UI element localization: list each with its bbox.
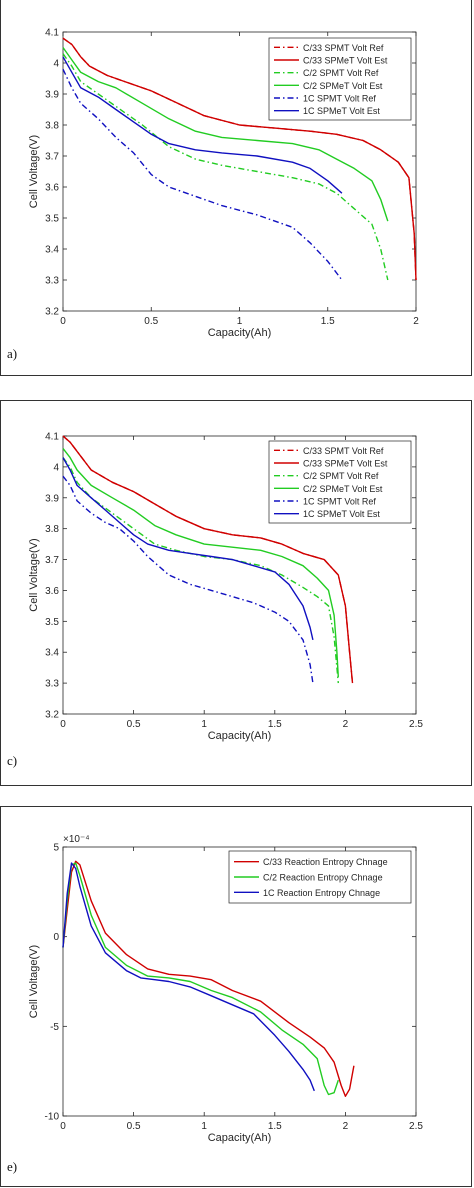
y-tick-label: 3.9 (45, 90, 59, 101)
y-tick-label: -10 (45, 1112, 60, 1123)
y-tick-label: 3.7 (45, 152, 59, 163)
legend-label: 1C SPMT Volt Ref (303, 497, 376, 507)
legend-label: C/33 SPMeT Volt Est (303, 459, 388, 469)
x-tick-label: 1.5 (268, 719, 282, 730)
y-tick-label: 3.6 (45, 183, 59, 194)
series-line (62, 37, 417, 281)
x-tick-label: 0.5 (127, 719, 141, 730)
y-tick-label: 3.2 (45, 710, 59, 721)
x-tick-label: 0 (60, 1121, 66, 1132)
y-tick-label: 4.1 (45, 28, 59, 39)
legend-label: C/2 SPMT Volt Ref (303, 68, 379, 78)
series-line (62, 860, 355, 1097)
x-tick-label: 2 (343, 1121, 349, 1132)
y-tick-label: 4 (53, 462, 59, 473)
panel-e: 0 0.5 1 1.5 2 2.5 -10 -5 0 5 Capacity(Ah) Cell Volt… (0, 806, 472, 1187)
voltage-chart-c: 0 0.5 1 1.5 2 2.5 3.2 3.3 3.4 3.5 3.6 3.7 3.8 3.9 4 4.1… (28, 432, 423, 743)
y-tick-label: 3.7 (45, 555, 59, 566)
y-tick-label: 4.1 (45, 432, 59, 443)
legend-label: 1C Reaction Entropy Chnage (263, 888, 380, 898)
x-tick-label: 1 (201, 1121, 207, 1132)
x-axis-label: Capacity(Ah) (208, 1132, 272, 1144)
panel-label: c) (7, 753, 18, 768)
legend-label: 1C SPMeT Volt Est (303, 106, 380, 116)
panel-label: a) (7, 346, 18, 361)
panel-a: 0 0.5 1 1.5 2 3.2 3.3 3.4 3.5 3.6 3.7 3.8 3.9 4 4.1 Cap… (0, 0, 472, 376)
legend-label: C/33 SPMeT Volt Est (303, 56, 388, 66)
x-tick-label: 0 (60, 719, 66, 730)
y-tick-label: 4 (53, 59, 59, 70)
legend-label: C/33 SPMT Volt Ref (303, 446, 384, 456)
legend-label: C/33 Reaction Entropy Chnage (263, 857, 388, 867)
series-line (62, 47, 389, 222)
legend-label: C/2 Reaction Entropy Chnage (263, 873, 383, 883)
y-axis-label: Cell Voltage(V) (28, 945, 40, 1018)
panel-c: 0 0.5 1 1.5 2 2.5 3.2 3.3 3.4 3.5 3.6 3.7 3.8 3.9 4 4.1… (0, 400, 472, 786)
voltage-chart-a: 0 0.5 1 1.5 2 3.2 3.3 3.4 3.5 3.6 3.7 3.8 3.9 4 4.1 Cap… (28, 28, 419, 340)
x-tick-label: 0.5 (144, 316, 158, 327)
legend-label: C/33 SPMT Volt Ref (303, 43, 384, 53)
legend-label: 1C SPMT Volt Ref (303, 94, 376, 104)
series-line (62, 435, 354, 684)
y-tick-label: 3.6 (45, 586, 59, 597)
series-line (62, 68, 343, 281)
series-line (62, 447, 339, 677)
y-axis-label: Cell Voltage(V) (28, 538, 40, 611)
y-tick-label: 3.2 (45, 307, 59, 318)
y-tick-label: 0 (53, 932, 59, 943)
legend-label: C/2 SPMeT Volt Est (303, 81, 383, 91)
y-tick-label: 3.4 (45, 648, 59, 659)
legend-box (268, 37, 412, 121)
y-tick-label: 3.8 (45, 524, 59, 535)
y-tick-label: 3.5 (45, 214, 59, 225)
y-tick-label: 3.8 (45, 121, 59, 132)
y-axis-label: Cell Voltage(V) (28, 135, 40, 208)
x-tick-label: 0 (60, 316, 66, 327)
x-tick-label: 0.5 (127, 1121, 141, 1132)
legend-box (268, 440, 412, 524)
y-tick-label: 3.5 (45, 617, 59, 628)
series-line (62, 475, 314, 684)
y-tick-label: 5 (53, 843, 59, 854)
x-tick-label: 1.5 (321, 316, 335, 327)
y-tick-label: 3.9 (45, 493, 59, 504)
legend-label: C/2 SPMT Volt Ref (303, 471, 379, 481)
y-tick-label: 3.4 (45, 245, 59, 256)
legend-box (228, 850, 412, 904)
x-tick-label: 1.5 (268, 1121, 282, 1132)
series-line (62, 862, 315, 1092)
x-axis-label: Capacity(Ah) (208, 730, 272, 742)
x-tick-label: 2 (343, 719, 349, 730)
legend-label: 1C SPMeT Volt Est (303, 509, 380, 519)
x-tick-label: 2.5 (409, 719, 423, 730)
series-line (62, 457, 314, 641)
series-line (62, 56, 343, 194)
entropy-chart-e: 0 0.5 1 1.5 2 2.5 -10 -5 0 5 Capacity(Ah) Cell Volt… (28, 834, 423, 1144)
x-tick-label: 1 (201, 719, 207, 730)
x-axis-label: Capacity(Ah) (208, 327, 272, 339)
series-line (62, 53, 389, 281)
legend-label: C/2 SPMeT Volt Est (303, 484, 383, 494)
y-multiplier-label: ×10⁻⁴ (63, 834, 90, 845)
x-tick-label: 2 (413, 316, 419, 327)
x-tick-label: 1 (237, 316, 243, 327)
x-tick-label: 2.5 (409, 1121, 423, 1132)
y-tick-label: 3.3 (45, 679, 59, 690)
series-line (62, 862, 339, 1096)
y-tick-label: -5 (50, 1022, 59, 1033)
y-tick-label: 3.3 (45, 276, 59, 287)
panel-label: e) (7, 1159, 18, 1174)
